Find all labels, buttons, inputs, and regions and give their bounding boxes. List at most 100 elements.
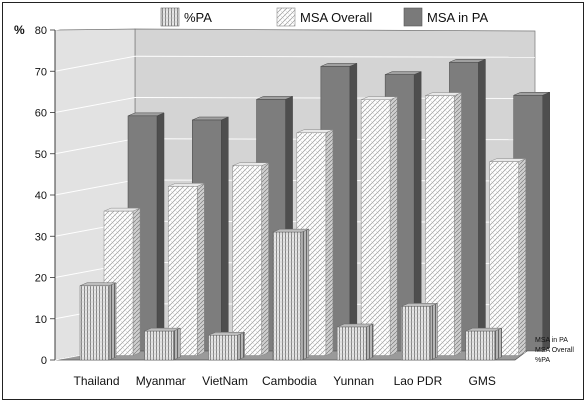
y-tick-label: 0 (41, 355, 47, 367)
gridline-back (134, 55, 536, 58)
bar-side (478, 58, 486, 352)
bar-top (449, 59, 486, 63)
bar-side (156, 112, 165, 352)
y-tick-label: 50 (35, 149, 47, 161)
bar-top (192, 116, 229, 121)
y-axis-unit: % (14, 23, 25, 37)
bar-pa-lao-pdr (401, 302, 438, 361)
y-tick-label: 30 (35, 231, 47, 243)
bar-top (425, 92, 462, 96)
bar-front (465, 330, 495, 361)
bar-side (518, 158, 526, 356)
bar-side (365, 323, 374, 361)
gridline-side (54, 14, 136, 31)
bar-top (168, 183, 205, 187)
bar-pa-yunnan (336, 323, 374, 361)
bar-front (168, 186, 198, 356)
y-tick-label: 60 (35, 108, 47, 120)
bar-front (336, 326, 367, 361)
bar-side (261, 162, 269, 356)
bar-side (389, 96, 398, 356)
x-tick-label: Thailand (73, 374, 119, 388)
legend-item-pa: %PA (160, 7, 212, 27)
gridline-side (54, 55, 136, 72)
bar-msa-overall-yunnan (360, 96, 398, 356)
bar-top (513, 92, 550, 96)
bar-top (208, 332, 245, 336)
bar-front (272, 231, 303, 361)
y-tick-label: 80 (35, 25, 47, 37)
gridline-side (54, 179, 136, 196)
bar-front (489, 161, 519, 356)
bar-msa-overall-vietnam (232, 162, 269, 356)
bar-front (360, 99, 391, 356)
bar-side (237, 331, 245, 361)
legend-label-pa: %PA (184, 10, 212, 25)
legend-item-msa-in-pa: MSA in PA (403, 7, 489, 27)
bar-top (127, 112, 165, 117)
bar-pa-myanmar (144, 327, 181, 361)
bar-pa-cambodia (272, 228, 310, 361)
bar-top (337, 323, 374, 328)
legend: %PA MSA Overall MSA in PA (160, 7, 489, 27)
bar-side (454, 92, 462, 356)
gridline-back (134, 14, 536, 17)
depth-label-pa: %PA (535, 357, 550, 364)
bar-side (494, 327, 502, 361)
legend-swatch-msa-in-pa (403, 7, 423, 27)
x-tick-label: Myanmar (136, 374, 186, 388)
bar-top (79, 282, 117, 286)
bar-pa-thailand (79, 282, 117, 361)
bar-side (325, 129, 334, 356)
axis-labels: 0 10 20 30 40 50 60 70 80 Thailand Myanmar VietNam C… (35, 25, 496, 388)
y-tick-label: 40 (35, 190, 47, 202)
bar-msa-overall-gms (489, 158, 526, 356)
bar-side (430, 302, 438, 361)
bar-top (103, 207, 141, 212)
bar-top (361, 96, 398, 100)
bar-side (132, 207, 141, 356)
gridline-side (54, 97, 136, 113)
y-tick-label: 20 (35, 273, 47, 285)
depth-axis-labels: MSA in PA MSA Overall %PA (535, 337, 574, 364)
depth-label-msa-in-pa: MSA in PA (535, 337, 568, 344)
legend-item-msa-overall: MSA Overall (276, 7, 372, 27)
x-tick-label: GMS (469, 374, 496, 388)
bar-side (108, 282, 117, 361)
bar-side (349, 62, 358, 352)
legend-swatch-pa (160, 7, 180, 27)
bar-top (385, 71, 422, 75)
bar-msa-overall-thailand (103, 207, 141, 356)
bars (79, 58, 550, 361)
depth-label-msa-overall: MSA Overall (535, 347, 574, 354)
bar-side (221, 116, 229, 352)
bar-top (144, 327, 181, 332)
legend-label-msa-overall: MSA Overall (300, 10, 372, 25)
bar-side (197, 182, 205, 356)
bar-side (542, 91, 550, 352)
bar-side (173, 327, 181, 361)
y-tick-label: 70 (35, 66, 47, 78)
bar-front (79, 285, 110, 361)
bar-top (272, 228, 309, 233)
x-tick-label: Yunnan (333, 374, 374, 388)
bar-front (144, 330, 174, 361)
bar-front (208, 335, 238, 361)
bar-top (232, 162, 269, 166)
x-tick-label: Cambodia (262, 374, 317, 388)
bar-top (296, 129, 333, 133)
bar-front (401, 306, 431, 361)
x-tick-label: Lao PDR (394, 374, 443, 388)
y-tick-label: 10 (35, 314, 47, 326)
bar-pa-gms (465, 327, 502, 361)
gridline-side (54, 138, 136, 155)
bar-front (232, 165, 262, 356)
bar-side (301, 228, 310, 361)
legend-swatch-msa-overall (276, 7, 296, 27)
bar-top (320, 63, 357, 67)
x-tick-label: VietNam (202, 374, 248, 388)
bar-top (465, 327, 502, 332)
bar-msa-overall-myanmar (168, 182, 205, 356)
legend-label-msa-in-pa: MSA in PA (427, 10, 489, 25)
